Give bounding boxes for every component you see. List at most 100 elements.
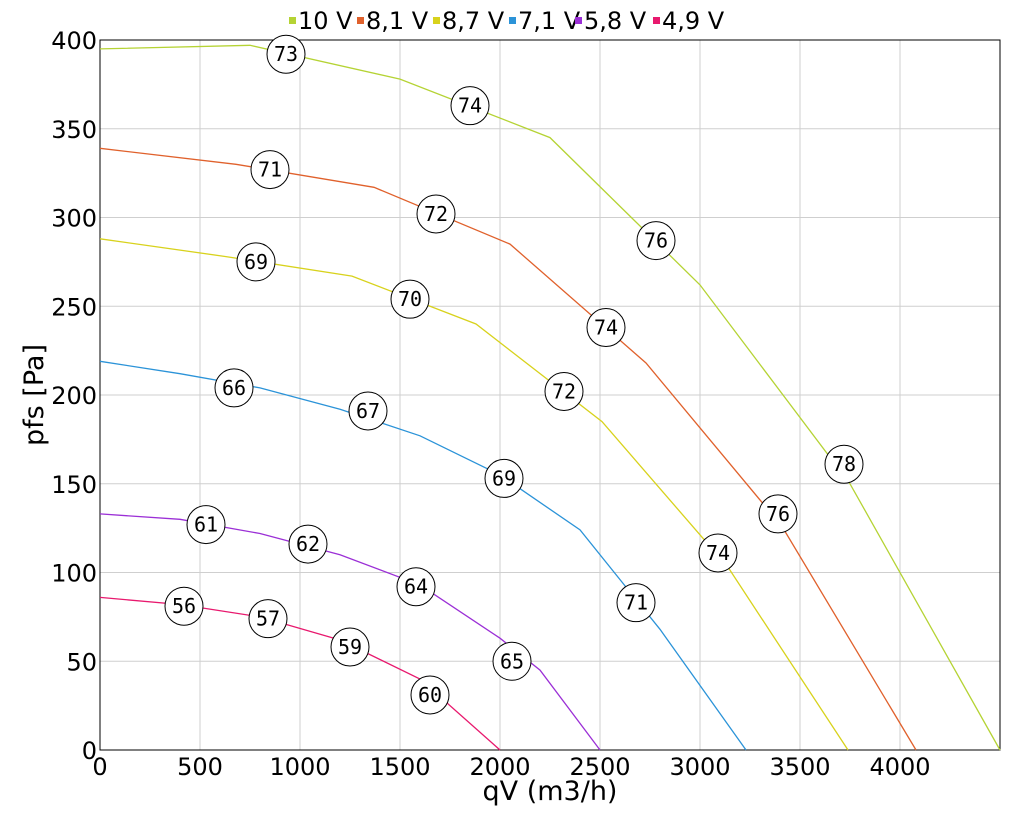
marker-circle: [636, 221, 676, 261]
marker-circle: [616, 583, 656, 623]
x-tick-label: 4000: [869, 753, 930, 781]
marker-circle: [214, 368, 254, 408]
marker-circle: [250, 150, 290, 190]
marker-circle: [164, 586, 204, 626]
x-tick-label: 0: [92, 753, 107, 781]
marker-circle: [186, 505, 226, 545]
marker-circle: [824, 444, 864, 484]
series-line: [99, 238, 849, 751]
x-axis-title: qV (m3/h): [483, 776, 618, 807]
legend-label: 8,1 V: [366, 7, 429, 35]
marker-circle: [390, 279, 430, 319]
legend-swatch: [289, 17, 296, 24]
marker-label: 59: [338, 635, 362, 659]
y-tick-label: 150: [51, 471, 97, 499]
legend-label: 4,9 V: [662, 7, 725, 35]
legend-swatch: [509, 17, 516, 24]
sound-level-marker: 78: [824, 444, 864, 484]
marker-circle: [248, 599, 288, 639]
legend-label: 5,8 V: [584, 7, 647, 35]
marker-label: 56: [172, 594, 196, 618]
marker-circle: [586, 308, 626, 348]
sound-level-marker: 69: [236, 242, 276, 282]
sound-level-marker: 74: [586, 308, 626, 348]
marker-circle: [330, 627, 370, 667]
sound-level-marker: 66: [214, 368, 254, 408]
marker-circle: [492, 641, 532, 681]
x-tick-label: 3500: [769, 753, 830, 781]
x-axis-ticks: 0 500 1000 1500 2000 2500 3000 3500 4000: [92, 753, 930, 781]
legend-swatch: [575, 17, 582, 24]
marker-circle: [410, 675, 450, 715]
marker-circle: [758, 494, 798, 534]
sound-level-marker: 72: [416, 194, 456, 234]
marker-label: 69: [492, 466, 516, 490]
y-tick-label: 100: [51, 560, 97, 588]
legend-item: 4,9 V: [653, 7, 725, 35]
marker-label: 60: [418, 683, 442, 707]
x-tick-label: 1500: [369, 753, 430, 781]
y-tick-label: 250: [51, 293, 97, 321]
marker-label: 64: [404, 575, 428, 599]
legend-swatch: [653, 17, 660, 24]
marker-circle: [544, 371, 584, 411]
sound-level-marker: 74: [698, 533, 738, 573]
marker-circle: [236, 242, 276, 282]
marker-label: 62: [296, 532, 320, 556]
marker-circle: [484, 458, 524, 498]
sound-level-marker: 57: [248, 599, 288, 639]
legend-label: 8,7 V: [442, 7, 505, 35]
marker-label: 66: [222, 376, 246, 400]
marker-circle: [288, 524, 328, 564]
series-line: [99, 44, 1001, 751]
sound-level-marker: 60: [410, 675, 450, 715]
marker-label: 76: [766, 502, 790, 526]
annotations: 73 74 76 78 71 72 74 76 69 70 72 74 66 67 69 71 61 62 64 65…: [164, 34, 864, 715]
plot-frame: [99, 39, 1001, 751]
sound-level-marker: 71: [250, 150, 290, 190]
marker-label: 65: [500, 649, 524, 673]
marker-circle: [698, 533, 738, 573]
marker-label: 74: [458, 94, 482, 118]
legend-item: 5,8 V: [575, 7, 647, 35]
x-tick-label: 2500: [569, 753, 630, 781]
sound-level-marker: 73: [266, 34, 306, 74]
legend-label: 7,1 V: [518, 7, 581, 35]
y-tick-label: 200: [51, 382, 97, 410]
y-tick-label: 300: [51, 205, 97, 233]
marker-circle: [396, 567, 436, 607]
sound-level-marker: 65: [492, 641, 532, 681]
sound-level-marker: 71: [616, 583, 656, 623]
legend-swatch: [433, 17, 440, 24]
marker-label: 78: [832, 452, 856, 476]
sound-level-marker: 76: [636, 221, 676, 261]
marker-label: 61: [194, 513, 218, 537]
legend-item: 10 V: [289, 7, 353, 35]
sound-level-marker: 61: [186, 505, 226, 545]
y-tick-label: 50: [66, 648, 97, 676]
legend-item: 8,1 V: [357, 7, 429, 35]
marker-label: 71: [624, 591, 648, 615]
marker-label: 74: [706, 541, 730, 565]
marker-label: 71: [258, 158, 282, 182]
sound-level-marker: 67: [348, 391, 388, 431]
legend-swatch: [357, 17, 364, 24]
marker-circle: [416, 194, 456, 234]
legend-item: 7,1 V: [509, 7, 581, 35]
marker-label: 70: [398, 287, 422, 311]
marker-label: 67: [356, 399, 380, 423]
marker-label: 69: [244, 250, 268, 274]
marker-circle: [348, 391, 388, 431]
marker-circle: [450, 86, 490, 126]
legend-label: 10 V: [298, 7, 353, 35]
marker-label: 72: [552, 379, 576, 403]
sound-level-marker: 69: [484, 458, 524, 498]
sound-level-marker: 72: [544, 371, 584, 411]
x-tick-label: 1000: [269, 753, 330, 781]
x-tick-label: 2000: [469, 753, 530, 781]
sound-level-marker: 74: [450, 86, 490, 126]
marker-label: 72: [424, 202, 448, 226]
marker-label: 57: [256, 607, 280, 631]
marker-circle: [266, 34, 306, 74]
